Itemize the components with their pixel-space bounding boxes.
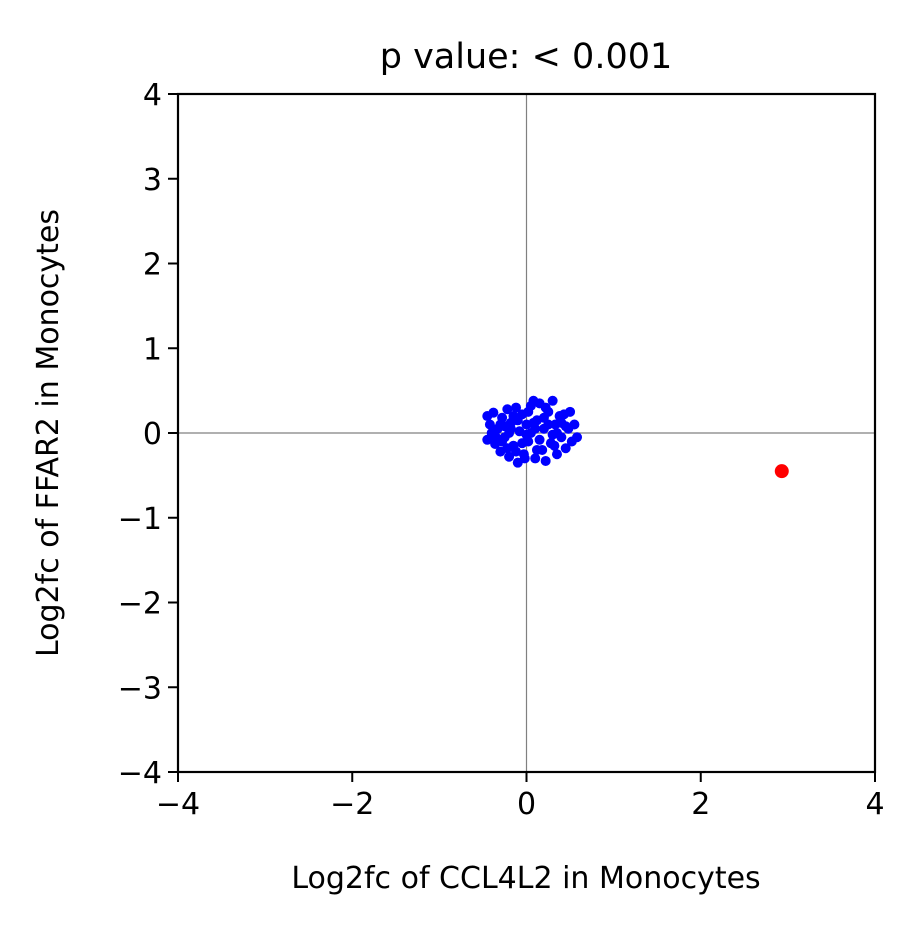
data-point: [560, 443, 571, 454]
data-point: [511, 402, 522, 413]
data-point: [549, 440, 560, 451]
chart-title: p value: < 0.001: [380, 37, 673, 77]
data-point: [565, 406, 576, 417]
data-point: [525, 428, 536, 438]
data-point: [517, 438, 528, 449]
data-point: [484, 419, 495, 430]
data-point: [556, 417, 567, 428]
data-point: [502, 443, 513, 454]
y-tick-label: −3: [118, 671, 162, 706]
x-axis-label: Log2fc of CCL4L2 in Monocytes: [291, 861, 760, 896]
x-tick-label: −4: [156, 787, 200, 822]
data-point: [547, 395, 558, 406]
data-point: [551, 428, 562, 438]
y-tick-label: 4: [143, 78, 162, 113]
data-point: [528, 417, 539, 428]
y-axis-label: Log2fc of FFAR2 in Monocytes: [31, 209, 66, 657]
x-tick-label: 4: [865, 787, 884, 822]
y-tick-label: 2: [143, 248, 162, 283]
y-tick-label: −4: [118, 756, 162, 791]
data-points: [482, 395, 789, 479]
y-tick-label: −2: [118, 587, 162, 622]
y-tick-label: 3: [143, 163, 162, 198]
y-tick-label: 0: [143, 417, 162, 452]
x-tick-label: 0: [517, 787, 536, 822]
data-point: [508, 411, 519, 422]
data-point: [505, 423, 516, 434]
data-point: [572, 432, 583, 443]
data-point: [511, 446, 522, 457]
data-point: [540, 455, 551, 466]
data-point: [569, 419, 580, 430]
data-point: [540, 402, 551, 413]
x-axis-ticks: −4 −2 0 2 4: [156, 772, 885, 822]
data-point: [774, 464, 789, 479]
data-point: [531, 444, 542, 455]
data-point: [523, 406, 534, 417]
data-point: [504, 451, 515, 462]
data-point: [488, 407, 499, 418]
x-tick-label: −2: [330, 787, 374, 822]
data-point: [502, 404, 513, 415]
y-axis-ticks: −4 −3 −2 −1 0 1 2 3 4: [118, 78, 178, 791]
x-tick-label: 2: [691, 787, 710, 822]
data-point: [519, 453, 530, 464]
data-point: [497, 436, 508, 447]
y-tick-label: −1: [118, 502, 162, 537]
data-point: [534, 434, 545, 445]
data-point: [551, 449, 562, 460]
data-point: [530, 453, 541, 464]
data-point: [543, 419, 554, 430]
y-tick-label: 1: [143, 332, 162, 367]
